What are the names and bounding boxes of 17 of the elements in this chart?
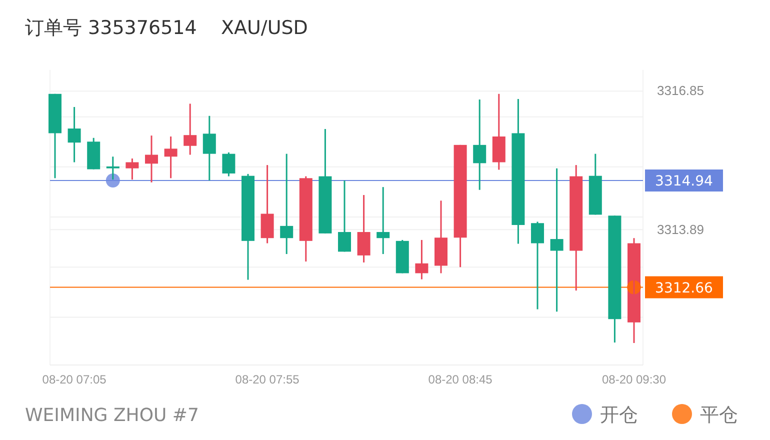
x-tick-label: 08-20 07:05 xyxy=(42,372,107,387)
y-tick-label: 3316.85 xyxy=(657,83,704,98)
x-tick-label: 08-20 09:30 xyxy=(602,372,666,387)
chart-title: 订单号 335376514 XAU/USD xyxy=(25,17,308,39)
candlestick xyxy=(87,137,100,170)
x-tick-label: 08-20 08:45 xyxy=(428,372,493,387)
candlestick xyxy=(184,102,197,156)
candlestick xyxy=(202,115,216,182)
text: WEIMING ZHOU #7 xyxy=(25,405,199,426)
legend-label: 开仓 xyxy=(600,404,638,426)
x-tick-label: 08-20 07:55 xyxy=(235,372,300,387)
legend-label: 平仓 xyxy=(700,404,738,426)
ref-line-label: 3314.94 xyxy=(655,174,714,190)
ref-line-label: 3312.66 xyxy=(655,280,714,296)
candlestick xyxy=(126,158,139,180)
candlestick xyxy=(531,220,544,310)
y-tick-label: 3313.89 xyxy=(657,222,704,237)
